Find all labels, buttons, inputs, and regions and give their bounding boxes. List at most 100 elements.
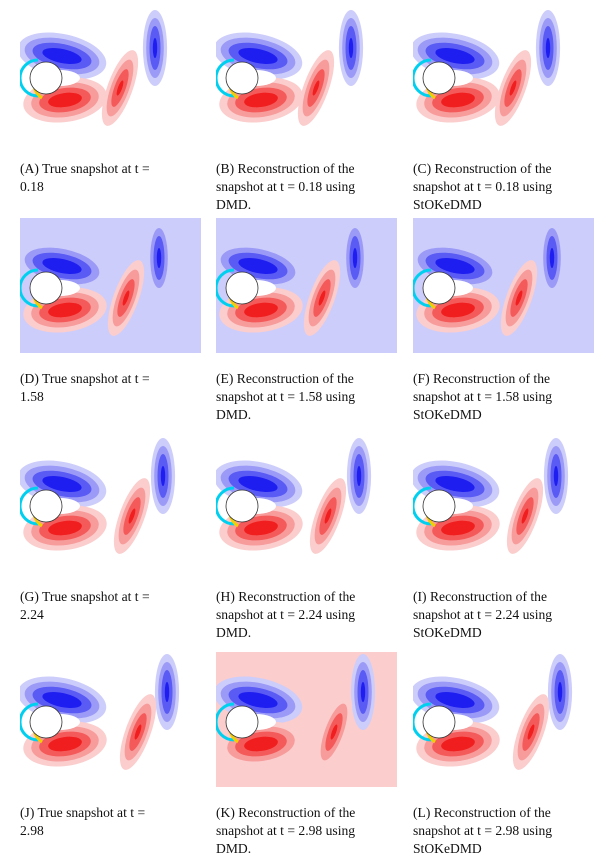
caption-line: StOKeDMD [413, 197, 482, 212]
caption-line: StOKeDMD [413, 625, 482, 640]
panel-caption: (G) True snapshot at t = 2.24 [20, 588, 203, 624]
cylinder [225, 705, 259, 739]
shear-layer-red [441, 92, 475, 108]
flow-snapshot-plot [413, 652, 594, 787]
vortex-blue-downstream [348, 38, 354, 58]
panel-caption: (B) Reconstruction of the snapshot at t =… [216, 160, 399, 214]
caption-line: (G) True snapshot at t = [20, 589, 150, 604]
vortex-blue-downstream [360, 682, 366, 702]
vortex-red-downstream [116, 80, 124, 96]
cylinder [422, 271, 456, 305]
cylinder-edge-top [413, 486, 432, 526]
caption-line: StOKeDMD [413, 407, 482, 422]
shear-layer-red [441, 302, 475, 318]
vortex-blue-downstream [545, 38, 551, 58]
caption-line: snapshot at t = 2.24 using [216, 607, 356, 622]
caption-line: snapshot at t = 1.58 using [216, 389, 356, 404]
caption-line: snapshot at t = 2.98 using [413, 823, 553, 838]
shear-layer-blue [238, 47, 278, 65]
vortex-blue-downstream [549, 248, 555, 268]
shear-layer-red [48, 92, 82, 108]
panel-caption: (I) Reconstruction of the snapshot at t =… [413, 588, 596, 642]
caption-line: (A) True snapshot at t = [20, 161, 150, 176]
vorticity-contours [413, 220, 565, 336]
cylinder [225, 271, 259, 305]
vortex-red-downstream [509, 80, 517, 96]
flow-snapshot-plot [216, 8, 397, 143]
vortex-red-downstream [330, 724, 338, 740]
vorticity-contours [20, 654, 180, 770]
cylinder [422, 705, 456, 739]
panel-caption: (H) Reconstruction of the snapshot at t =… [216, 588, 399, 642]
vortex-blue-downstream [557, 682, 563, 702]
flow-snapshot-plot [216, 218, 397, 353]
caption-line: (K) Reconstruction of the [216, 805, 356, 820]
caption-line: 2.24 [20, 607, 44, 622]
caption-line: DMD. [216, 625, 252, 640]
caption-line: (B) Reconstruction of the [216, 161, 355, 176]
shear-layer-blue [435, 691, 475, 709]
cylinder-edge-top [413, 268, 432, 308]
shear-layer-red [48, 520, 82, 536]
caption-line: snapshot at t = 0.18 using [216, 179, 356, 194]
shear-layer-blue [238, 691, 278, 709]
flow-snapshot-plot [20, 8, 201, 143]
shear-layer-red [244, 520, 278, 536]
shear-layer-blue [238, 475, 278, 493]
cylinder [29, 489, 63, 523]
shear-layer-blue [435, 47, 475, 65]
caption-line: (E) Reconstruction of the [216, 371, 354, 386]
caption-line: DMD. [216, 407, 252, 422]
vortex-red-downstream [312, 80, 320, 96]
cylinder [29, 61, 63, 95]
cylinder-edge-top [20, 58, 39, 98]
shear-layer-blue [435, 475, 475, 493]
shear-layer-red [244, 736, 278, 752]
shear-layer-blue [238, 257, 278, 275]
shear-layer-red [48, 302, 82, 318]
vortex-red-downstream [324, 508, 332, 524]
vortex-blue-downstream [160, 466, 166, 486]
caption-line: 1.58 [20, 389, 44, 404]
cylinder [422, 61, 456, 95]
vortex-blue-downstream [356, 466, 362, 486]
cylinder-edge-top [20, 268, 39, 308]
caption-line: snapshot at t = 2.24 using [413, 607, 553, 622]
flow-snapshot-plot [20, 652, 201, 787]
vorticity-contours [216, 220, 368, 336]
panel-caption: (A) True snapshot at t = 0.18 [20, 160, 203, 196]
vorticity-contours [20, 10, 168, 126]
flow-snapshot-plot [413, 218, 594, 353]
flow-snapshot-plot [20, 218, 201, 353]
caption-line: 2.98 [20, 823, 44, 838]
caption-line: snapshot at t = 1.58 using [413, 389, 553, 404]
cylinder [225, 489, 259, 523]
vortex-red-downstream [134, 724, 142, 740]
vorticity-contours [20, 438, 176, 554]
cylinder [29, 271, 63, 305]
caption-line: (C) Reconstruction of the [413, 161, 552, 176]
flow-snapshot-plot [413, 8, 594, 143]
vortex-blue-downstream [164, 682, 170, 702]
caption-line: (H) Reconstruction of the [216, 589, 356, 604]
shear-layer-red [244, 302, 278, 318]
shear-layer-red [441, 520, 475, 536]
caption-line: 0.18 [20, 179, 44, 194]
caption-line: DMD. [216, 197, 252, 212]
caption-line: StOKeDMD [413, 841, 482, 856]
cylinder [29, 705, 63, 739]
panel-caption: (C) Reconstruction of the snapshot at t =… [413, 160, 596, 214]
vorticity-contours [20, 220, 172, 336]
vortex-red-downstream [515, 290, 523, 306]
vortex-blue-downstream [352, 248, 358, 268]
vorticity-contours [413, 438, 569, 554]
cylinder-edge-top [216, 486, 235, 526]
caption-line: snapshot at t = 2.98 using [216, 823, 356, 838]
shear-layer-red [48, 736, 82, 752]
flow-snapshot-plot [413, 436, 594, 571]
cylinder-edge-top [20, 702, 39, 742]
caption-line: snapshot at t = 0.18 using [413, 179, 553, 194]
vorticity-contours [413, 654, 573, 770]
panel-caption: (F) Reconstruction of the snapshot at t =… [413, 370, 596, 424]
shear-layer-red [244, 92, 278, 108]
